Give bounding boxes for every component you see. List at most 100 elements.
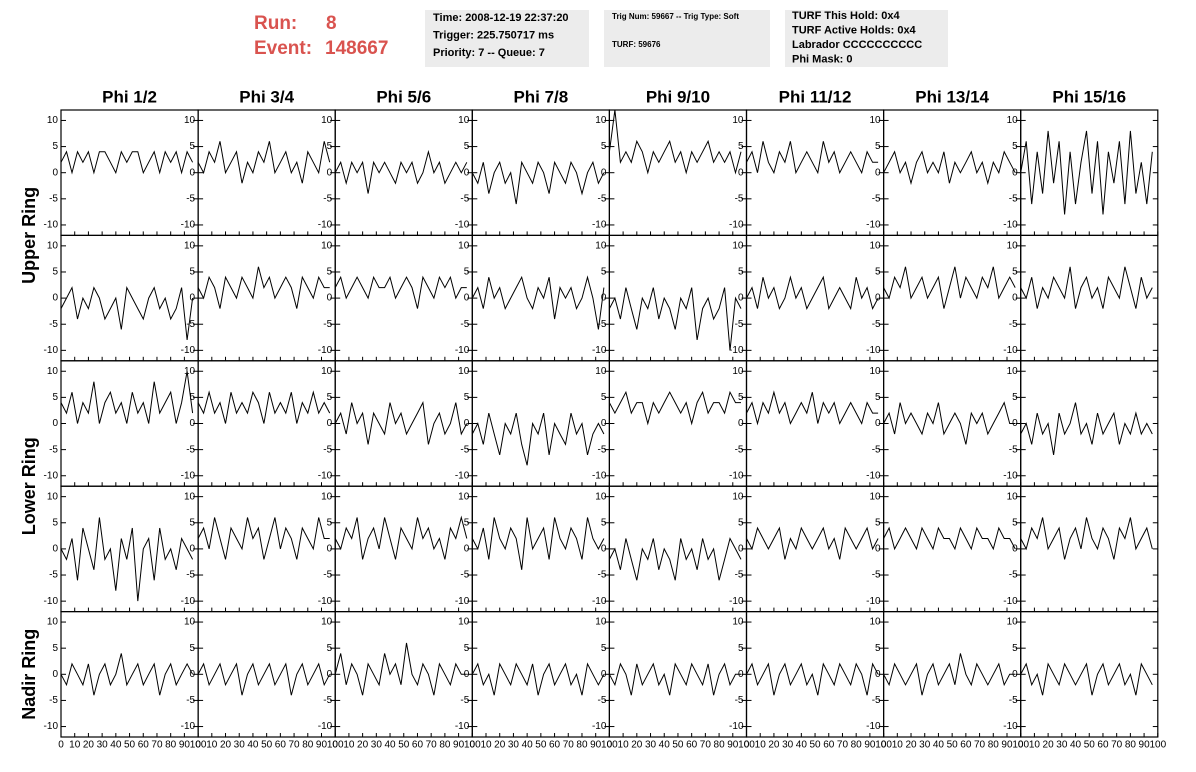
y-tick-label: 0	[1012, 418, 1018, 429]
y-tick-label: 5	[52, 392, 58, 403]
y-tick-label: 5	[464, 517, 470, 528]
y-tick-label: 10	[869, 240, 881, 251]
x-tick-label: 80	[851, 740, 863, 751]
x-tick-label: 80	[714, 740, 726, 751]
y-tick-label: 10	[1007, 366, 1019, 377]
y-tick-label: 10	[732, 491, 744, 502]
y-tick-label: 5	[327, 392, 333, 403]
y-tick-label: 5	[464, 392, 470, 403]
info-line: Labrador CCCCCCCCCC	[792, 39, 922, 51]
y-tick-label: 10	[595, 617, 607, 628]
y-tick-label: -5	[872, 570, 881, 581]
y-tick-label: -10	[866, 220, 881, 231]
waveform	[197, 517, 330, 560]
x-tick-label: 30	[1056, 740, 1068, 751]
x-tick-label: 90	[179, 740, 191, 751]
y-tick-label: 10	[458, 115, 470, 126]
x-tick-label: 30	[508, 740, 520, 751]
y-tick-label: 5	[52, 141, 58, 152]
x-tick-label: 90	[590, 740, 602, 751]
x-tick-label: 100	[464, 740, 481, 751]
x-tick-label: 20	[220, 740, 232, 751]
y-tick-label: -5	[735, 570, 744, 581]
y-tick-label: 5	[738, 643, 744, 654]
waveform	[471, 412, 605, 466]
y-tick-label: -10	[866, 470, 881, 481]
x-tick-label: 40	[522, 740, 534, 751]
x-tick-label: 30	[919, 740, 931, 751]
y-tick-label: 0	[327, 293, 333, 304]
y-tick-label: -10	[1003, 220, 1018, 231]
x-tick-label: 50	[124, 740, 136, 751]
y-tick-label: 5	[190, 643, 196, 654]
y-tick-label: 0	[1012, 167, 1018, 178]
x-tick-label: 80	[1125, 740, 1137, 751]
x-tick-label: 70	[700, 740, 712, 751]
x-tick-label: 0	[607, 740, 613, 751]
y-tick-label: -5	[186, 695, 195, 706]
waveform	[883, 653, 1016, 696]
y-tick-label: -5	[872, 444, 881, 455]
y-tick-label: -5	[735, 193, 744, 204]
y-tick-label: -10	[592, 470, 607, 481]
y-tick-label: 5	[52, 517, 58, 528]
y-tick-label: -5	[186, 193, 195, 204]
y-tick-label: 10	[458, 366, 470, 377]
y-tick-label: -10	[592, 721, 607, 732]
x-tick-label: 40	[933, 740, 945, 751]
x-tick-label: 80	[576, 740, 588, 751]
y-tick-label: -10	[318, 470, 333, 481]
y-tick-label: -10	[1003, 345, 1018, 356]
x-tick-label: 20	[768, 740, 780, 751]
y-tick-label: -10	[592, 345, 607, 356]
y-tick-label: 10	[458, 240, 470, 251]
event-number: 148667	[325, 38, 388, 59]
waveform	[197, 662, 331, 696]
x-tick-label: 60	[960, 740, 972, 751]
info-box	[425, 10, 589, 67]
y-tick-label: -10	[181, 721, 196, 732]
y-tick-label: -10	[1003, 721, 1018, 732]
waveform	[471, 275, 605, 330]
ring-label: Lower Ring	[19, 437, 39, 535]
x-tick-label: 10	[755, 740, 767, 751]
waveform	[197, 390, 331, 424]
x-tick-label: 60	[686, 740, 698, 751]
y-tick-label: -5	[460, 444, 469, 455]
y-tick-label: 5	[190, 392, 196, 403]
x-tick-label: 30	[371, 740, 383, 751]
x-tick-label: 90	[316, 740, 328, 751]
x-tick-label: 40	[1070, 740, 1082, 751]
y-tick-label: -10	[455, 220, 470, 231]
y-tick-label: -5	[323, 570, 332, 581]
y-tick-label: 0	[875, 167, 881, 178]
y-tick-label: -5	[186, 570, 195, 581]
y-tick-label: 5	[190, 267, 196, 278]
x-tick-label: 70	[289, 740, 301, 751]
y-tick-label: 5	[601, 267, 607, 278]
y-tick-label: 10	[1007, 491, 1019, 502]
y-tick-label: -10	[1003, 470, 1018, 481]
y-tick-label: -5	[49, 570, 58, 581]
y-tick-label: 10	[1007, 617, 1019, 628]
waveform	[883, 526, 1016, 551]
y-tick-label: -5	[323, 695, 332, 706]
y-tick-label: -5	[735, 695, 744, 706]
waveform	[60, 653, 194, 696]
info-box	[785, 10, 948, 67]
y-tick-label: -5	[597, 193, 606, 204]
y-tick-label: -5	[49, 444, 58, 455]
x-tick-label: 60	[823, 740, 835, 751]
x-tick-label: 90	[727, 740, 739, 751]
y-tick-label: 10	[47, 617, 59, 628]
x-tick-label: 20	[357, 740, 369, 751]
y-tick-label: 0	[327, 167, 333, 178]
y-tick-label: 0	[738, 418, 744, 429]
y-tick-label: -5	[597, 319, 606, 330]
y-tick-label: 5	[52, 643, 58, 654]
y-tick-label: 5	[601, 392, 607, 403]
y-tick-label: -5	[872, 319, 881, 330]
y-tick-label: 0	[52, 418, 58, 429]
y-tick-label: 0	[601, 293, 607, 304]
x-tick-label: 60	[412, 740, 424, 751]
